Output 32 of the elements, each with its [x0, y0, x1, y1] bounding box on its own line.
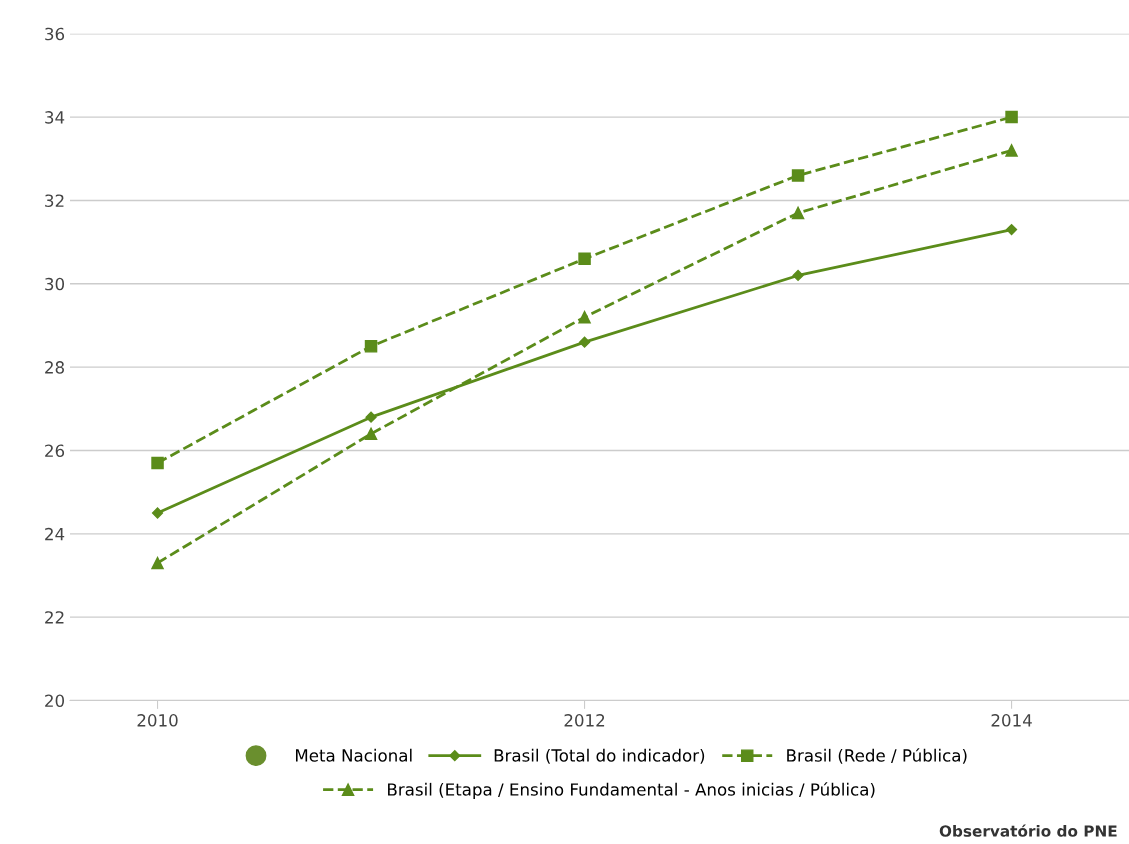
x-tick-label: 2012: [564, 714, 605, 727]
y-tick-label: 26: [45, 444, 65, 458]
y-tick-label: 30: [45, 277, 65, 291]
point: [1005, 224, 1018, 236]
y-tick-label: 20: [45, 694, 65, 708]
point: [364, 340, 378, 353]
point: [364, 427, 378, 441]
y-tick-label: 22: [45, 611, 64, 624]
point: [1005, 144, 1018, 157]
point: [1005, 110, 1018, 124]
point: [151, 456, 164, 470]
x-tick-label: 2014: [991, 714, 1032, 727]
point: [792, 269, 804, 282]
point: [791, 206, 805, 220]
legend-label: Brasil (Etapa / Ensino Fundamental - Anos inicias / Pública): [388, 782, 875, 799]
y-tick-label: 36: [45, 27, 65, 41]
point: [578, 336, 591, 348]
point: [578, 310, 591, 324]
y-tick-label: 34: [45, 111, 65, 124]
point: [791, 169, 805, 182]
point: [365, 411, 377, 423]
legend-label: Brasil (Rede / Pública): [787, 748, 967, 764]
y-tick-label: 24: [45, 527, 65, 541]
point: [151, 507, 164, 519]
y-tick-label: 32: [45, 194, 64, 208]
point: [151, 556, 164, 570]
legend-label: Meta Nacional: [295, 748, 412, 762]
y-tick-label: 28: [45, 361, 64, 374]
point: [578, 252, 591, 266]
legend-label: Brasil (Total do indicador): [494, 748, 705, 764]
text: Observatório do PNE: [939, 824, 1117, 837]
x-tick-label: 2010: [137, 714, 178, 727]
